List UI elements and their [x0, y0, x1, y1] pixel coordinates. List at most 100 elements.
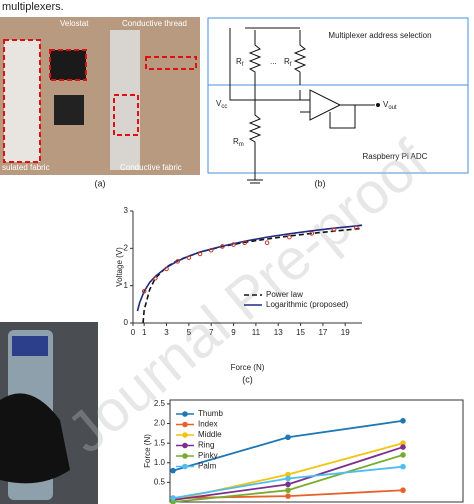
- label-main: V: [216, 99, 222, 108]
- marker: [400, 487, 406, 494]
- marker: [285, 475, 291, 482]
- data-point: [287, 234, 292, 240]
- label-main: R: [284, 57, 290, 66]
- caption: (b): [315, 178, 326, 188]
- conductive-fabric: [113, 94, 139, 136]
- y-tick-label: 1.5: [154, 438, 166, 447]
- data-point: [242, 240, 248, 246]
- marker: [285, 481, 291, 488]
- data-point: [331, 227, 337, 232]
- legend-label: Palm: [198, 462, 217, 471]
- y-axis-label: Force (N): [143, 434, 152, 468]
- label-main: R: [236, 57, 242, 66]
- y-tick-label: 0: [124, 318, 129, 327]
- label: sulated fabric: [2, 163, 50, 172]
- data-point: [164, 266, 169, 272]
- caption: (a): [95, 178, 106, 188]
- marker: [170, 495, 176, 501]
- legend-marker: [182, 453, 188, 459]
- circuit-box: [207, 17, 469, 174]
- data-point: [220, 244, 225, 249]
- velostat-piece: [54, 95, 84, 125]
- y-tick-label: 1: [124, 281, 129, 290]
- legend-label: Ring: [198, 441, 214, 450]
- legend-label: Index: [198, 420, 218, 429]
- label: Raspberry Pi ADC: [363, 152, 428, 161]
- label-sub: f: [290, 62, 292, 68]
- watermark: Journal Pre-proof: [55, 127, 441, 465]
- label: Rf: [236, 57, 244, 67]
- label-main: R: [233, 137, 239, 146]
- y-tick-label: 2: [124, 243, 129, 252]
- circuit: [229, 27, 375, 184]
- x-tick-label: 19: [341, 328, 350, 337]
- x-tick-label: 13: [274, 328, 283, 337]
- legend-label: Pinky: [198, 451, 218, 460]
- legend-marker: [182, 463, 188, 470]
- glove: [0, 393, 70, 484]
- chart-title: (c): [242, 374, 253, 384]
- marker: [170, 467, 176, 474]
- velostat-piece: [49, 49, 87, 81]
- data-point: [175, 259, 180, 264]
- label-sub: out: [388, 105, 397, 111]
- marker: [400, 440, 406, 446]
- label: Multiplexer address selection: [328, 31, 431, 40]
- x-tick-label: 9: [231, 328, 236, 337]
- label: Rf: [284, 57, 292, 67]
- label: Conductive fabric: [120, 163, 182, 172]
- y-tick-label: 2.5: [154, 399, 166, 408]
- marker: [400, 444, 406, 450]
- insulated-fabric: [3, 39, 41, 163]
- legend-label: Logarithmic (proposed): [266, 300, 349, 309]
- label: Velostat: [60, 19, 89, 28]
- x-tick-label: 15: [296, 328, 305, 337]
- x-tick-label: 0: [131, 328, 136, 337]
- x-axis-label: Force (N): [231, 363, 265, 372]
- data-point: [354, 225, 359, 231]
- marker: [400, 452, 406, 458]
- label-sub: m: [239, 142, 244, 148]
- data-point: [231, 242, 236, 247]
- y-tick-label: 1.0: [154, 458, 166, 467]
- x-tick-label: 7: [209, 328, 214, 337]
- x-tick-label: 1: [142, 328, 147, 337]
- label: Vout: [383, 100, 397, 110]
- x-tick-label: 5: [187, 328, 192, 337]
- data-point: [153, 275, 158, 281]
- data-point: [208, 247, 214, 253]
- data-point: [141, 288, 147, 294]
- y-tick-label: 0.5: [154, 477, 166, 486]
- marker: [285, 493, 291, 499]
- marker: [400, 463, 406, 470]
- y-axis-label: Voltage (V): [115, 247, 124, 287]
- legend-marker: [182, 442, 188, 449]
- data-point: [309, 231, 315, 236]
- x-tick-label: 17: [318, 328, 327, 337]
- marker: [285, 434, 291, 441]
- label: Conductive thread: [122, 19, 187, 28]
- label-sub: cc: [221, 104, 227, 110]
- data-point: [197, 251, 203, 257]
- bottle-cap: [12, 336, 48, 356]
- label: ...: [270, 57, 277, 66]
- legend-marker: [182, 411, 188, 417]
- data-point: [264, 240, 270, 246]
- x-tick-label: 11: [252, 328, 261, 337]
- legend-marker: [182, 421, 188, 428]
- label: Rm: [233, 137, 244, 147]
- data-point: [186, 255, 192, 260]
- x-tick-label: 3: [164, 328, 169, 337]
- label: Vcc: [216, 99, 227, 109]
- conductive-thread: [145, 56, 197, 70]
- legend-label: Thumb: [198, 409, 223, 418]
- text-fragment: multiplexers.: [2, 1, 64, 13]
- label-main: V: [383, 100, 389, 109]
- legend-label: Middle: [198, 430, 222, 439]
- legend-marker: [182, 432, 188, 438]
- y-tick-label: 2.0: [154, 419, 166, 428]
- y-tick-label: 3: [124, 206, 129, 215]
- terminal: [376, 103, 380, 107]
- marker: [400, 417, 406, 424]
